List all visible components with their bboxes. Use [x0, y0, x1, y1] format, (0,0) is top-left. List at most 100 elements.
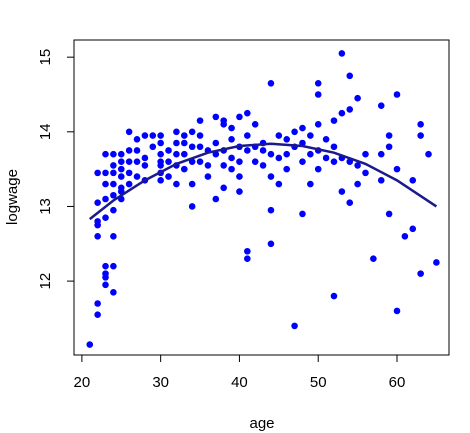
point — [417, 270, 424, 277]
y-axis-label: logwage — [4, 169, 21, 225]
y-tick-label: 13 — [37, 198, 54, 215]
point — [204, 173, 212, 180]
point — [267, 173, 275, 180]
point — [385, 210, 393, 218]
point — [102, 281, 109, 289]
x-tick-label: 40 — [231, 374, 248, 391]
point — [110, 169, 117, 177]
point — [125, 147, 133, 154]
point — [236, 188, 243, 195]
point — [125, 180, 133, 188]
point — [236, 158, 243, 165]
point — [314, 91, 322, 98]
point — [165, 158, 172, 165]
point — [165, 173, 172, 180]
point — [110, 191, 117, 199]
point — [110, 206, 117, 214]
point — [346, 72, 354, 80]
point — [133, 135, 141, 143]
fit-curve — [88, 142, 438, 221]
point — [385, 143, 393, 151]
x-tick-label: 20 — [74, 374, 91, 391]
point — [370, 255, 377, 263]
point — [307, 150, 314, 158]
point — [157, 177, 164, 184]
point — [110, 233, 117, 240]
point — [196, 158, 204, 165]
point — [275, 132, 283, 139]
point — [228, 135, 235, 143]
point — [346, 199, 354, 207]
point — [141, 154, 149, 162]
point — [299, 210, 306, 218]
point — [291, 128, 298, 136]
point — [409, 225, 417, 233]
point — [377, 177, 385, 184]
point — [362, 169, 369, 177]
point — [149, 132, 157, 139]
point — [102, 214, 109, 221]
point — [110, 262, 117, 270]
point — [196, 143, 204, 151]
point — [173, 128, 180, 136]
point — [307, 132, 314, 139]
point — [236, 113, 243, 121]
x-axis-label: age — [249, 415, 274, 432]
point — [283, 135, 291, 143]
point — [338, 109, 346, 117]
y-tick-label: 12 — [37, 273, 54, 290]
point — [125, 169, 133, 177]
point — [275, 180, 283, 188]
point — [354, 180, 361, 188]
point — [157, 158, 164, 165]
point — [188, 203, 196, 210]
point — [110, 288, 117, 296]
x-tick-label: 30 — [152, 374, 169, 391]
point — [117, 158, 125, 165]
point — [307, 180, 314, 188]
point — [180, 139, 188, 147]
point — [220, 117, 227, 124]
point — [228, 124, 235, 132]
point — [141, 132, 149, 139]
point — [102, 150, 109, 158]
point — [275, 154, 283, 162]
point — [125, 158, 133, 165]
point — [401, 233, 409, 240]
x-tick-label: 60 — [389, 374, 406, 391]
point — [102, 180, 109, 188]
point — [173, 180, 180, 188]
point — [188, 180, 196, 188]
point — [354, 162, 361, 169]
point — [417, 132, 424, 139]
point — [94, 199, 101, 207]
point — [409, 177, 417, 184]
x-tick-label: 50 — [310, 374, 327, 391]
point — [180, 165, 188, 173]
point — [314, 121, 322, 128]
point — [157, 139, 164, 147]
point — [133, 147, 141, 154]
point — [204, 162, 212, 169]
point — [283, 150, 291, 158]
point — [259, 162, 267, 169]
point — [212, 195, 220, 203]
point — [212, 113, 220, 121]
point — [133, 158, 141, 165]
point — [338, 188, 346, 195]
point — [244, 255, 251, 263]
point — [299, 124, 306, 132]
point — [94, 233, 101, 240]
point — [251, 121, 259, 128]
point — [228, 165, 235, 173]
point — [228, 154, 235, 162]
point — [322, 154, 330, 162]
point — [244, 109, 251, 117]
point — [393, 165, 401, 173]
point — [377, 102, 385, 109]
point — [94, 311, 101, 318]
point — [102, 262, 109, 270]
point — [314, 165, 322, 173]
point — [330, 117, 338, 124]
point — [180, 150, 188, 158]
